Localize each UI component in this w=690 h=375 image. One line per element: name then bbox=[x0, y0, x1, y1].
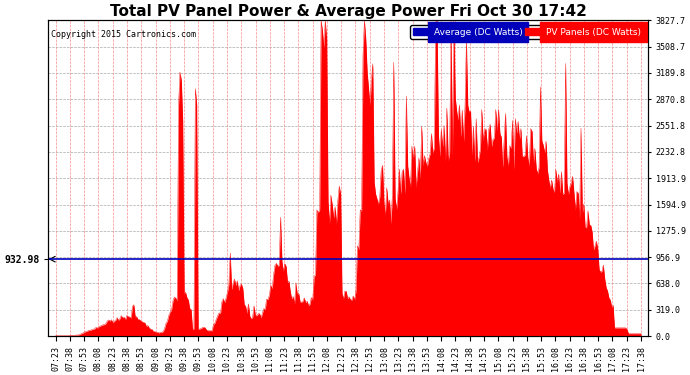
Legend: Average (DC Watts), PV Panels (DC Watts): Average (DC Watts), PV Panels (DC Watts) bbox=[411, 25, 644, 39]
Title: Total PV Panel Power & Average Power Fri Oct 30 17:42: Total PV Panel Power & Average Power Fri… bbox=[110, 4, 586, 19]
Text: Copyright 2015 Cartronics.com: Copyright 2015 Cartronics.com bbox=[52, 30, 197, 39]
